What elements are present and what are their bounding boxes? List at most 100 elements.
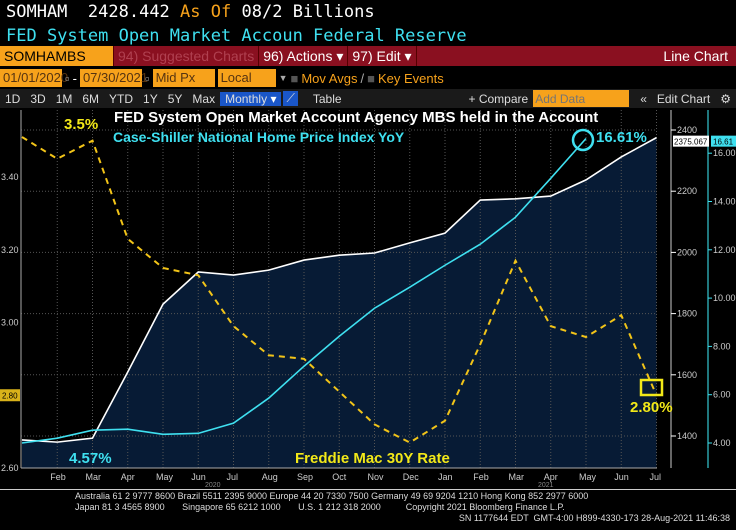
x-tick-label: Aug <box>262 472 278 482</box>
mov-avgs-label: Mov Avgs <box>301 70 358 86</box>
x-tick-label: Mar <box>86 472 102 482</box>
edit-chart-button[interactable]: Edit Chart <box>656 91 711 106</box>
as-of-label: As Of <box>180 2 232 22</box>
mov-avgs-checkbox[interactable]: ■ <box>290 70 299 86</box>
x-tick-label: Oct <box>332 472 347 482</box>
units: Billions <box>292 2 375 22</box>
period-1y[interactable]: 1Y <box>143 91 158 106</box>
frequency-select[interactable]: Monthly ▾ <box>220 91 282 106</box>
year-label: 2020 <box>205 482 221 488</box>
edit-menu[interactable]: 97) Edit ▾ <box>348 46 417 66</box>
annotation-rate-end: 2.80% <box>630 399 673 416</box>
x-tick-label: Jul <box>227 472 239 482</box>
series-title-hpi: Case-Shiller National Home Price Index Y… <box>113 129 405 145</box>
key-events-checkbox[interactable]: ■ <box>367 70 375 86</box>
edit-label: 97) Edit <box>352 48 401 64</box>
right-tick-label: 16.00 <box>713 148 736 158</box>
middle-last-tag <box>673 135 709 147</box>
highlight-box <box>639 378 664 397</box>
x-tick-label: Nov <box>368 472 385 482</box>
middle-last-value: 2375.067 <box>674 138 708 147</box>
left-tick-label: 3.00 <box>1 318 19 328</box>
series-title-mbs: FED System Open Market Account Agency MB… <box>114 109 599 126</box>
command-bar: SOMHAMBS Index 94) Suggested Charts 96) … <box>0 46 736 84</box>
x-tick-label: Jan <box>438 472 453 482</box>
footer-copyright: Japan 81 3 4565 8900 Singapore 65 6212 1… <box>75 502 565 512</box>
period-ytd[interactable]: YTD <box>109 91 134 106</box>
compare-button[interactable]: + Compare <box>468 91 529 106</box>
left-tick-label: 3.40 <box>1 172 19 182</box>
footer-session: SN 1177644 EDT GMT-4:00 H899-4330-173 28… <box>458 513 730 523</box>
calendar-icon[interactable]: ▫ <box>65 70 70 86</box>
series-title-rate: Freddie Mac 30Y Rate <box>295 450 450 467</box>
key-events-label: Key Events <box>377 70 444 86</box>
frequency-label: Monthly <box>225 91 268 106</box>
annotation-hpi-end: 16.61% <box>596 129 647 146</box>
right-last-value: 16.61 <box>713 138 734 147</box>
middle-tick-label: 2000 <box>677 247 697 257</box>
right-tick-label: 6.00 <box>713 390 731 400</box>
footer-contacts: Australia 61 2 9777 8600 Brazil 5511 239… <box>75 491 589 501</box>
x-tick-label: May <box>156 472 174 482</box>
suggested-charts-button[interactable]: 94) Suggested Charts <box>114 46 260 66</box>
year-label: 2021 <box>538 482 554 488</box>
chart-toolbar: 1D 3D 1M 6M YTD 1Y 5Y Max Monthly ▾ ⟋ Table + C… <box>0 89 736 108</box>
table-button[interactable]: Table <box>312 91 342 106</box>
security-description: FED System Open Market Accoun Federal Re… <box>6 26 467 46</box>
x-tick-label: Apr <box>121 472 135 482</box>
period-1d[interactable]: 1D <box>5 91 21 106</box>
annotation-rate-start: 3.5% <box>64 116 99 133</box>
period-6m[interactable]: 6M <box>82 91 100 106</box>
settings-bar: 01/01/2020 ▫ - 07/30/2021 ▫ Mid Px Local … <box>0 68 444 103</box>
price-select[interactable]: Mid Px <box>152 69 215 87</box>
left-last-tag <box>0 389 20 402</box>
actions-label: 96) Actions <box>263 48 333 64</box>
period-5y[interactable]: 5Y <box>167 91 183 106</box>
right-last-tag <box>711 135 736 147</box>
right-tick-label: 10.00 <box>713 293 736 303</box>
end-date-input[interactable]: 07/30/2021 <box>79 69 148 87</box>
period-buttons: 1D 3D 1M 6M YTD 1Y 5Y Max <box>0 92 220 106</box>
highlight-circle <box>571 128 595 152</box>
annotation-hpi-start: 4.57% <box>69 450 112 467</box>
gear-icon[interactable]: ⚙ <box>720 91 731 106</box>
collapse-icon[interactable]: « <box>640 91 647 106</box>
start-date-input[interactable]: 01/01/2020 <box>0 69 68 87</box>
left-last-value: 2.80 <box>2 391 18 400</box>
middle-tick-label: 1800 <box>677 309 697 319</box>
right-tick-label: 14.00 <box>713 197 736 207</box>
x-tick-label: Dec <box>403 472 420 482</box>
as-of-date: 08/2 <box>241 2 283 22</box>
x-tick-label: Feb <box>473 472 489 482</box>
x-tick-label: Apr <box>544 472 558 482</box>
add-data-input[interactable] <box>533 90 630 107</box>
security-header: SOMHAM 2428.442 As Of 08/2 Billions <box>6 2 375 22</box>
left-tick-label: 3.20 <box>1 245 19 255</box>
chevron-down-icon[interactable]: ▼ <box>278 73 288 83</box>
right-tick-label: 12.00 <box>713 245 736 255</box>
period-3d[interactable]: 3D <box>30 91 46 106</box>
period-1m[interactable]: 1M <box>55 91 73 106</box>
pencil-icon[interactable]: / <box>360 70 365 86</box>
security-input[interactable]: SOMHAMBS Index <box>0 46 114 84</box>
actions-menu[interactable]: 96) Actions ▾ <box>259 46 349 66</box>
x-tick-label: Jun <box>614 472 629 482</box>
chart-type-label: Line Chart <box>663 48 728 64</box>
middle-tick-label: 2200 <box>677 186 697 196</box>
divider <box>0 489 736 490</box>
x-tick-label: Mar <box>509 472 525 482</box>
middle-tick-label: 1600 <box>677 370 697 380</box>
currency-select[interactable]: Local CCY <box>217 69 276 103</box>
left-tick-label: 2.60 <box>1 463 19 473</box>
chart[interactable]: 2.60 3.00 3.20 3.40 1400 1600 1800 2000 2200 2400… <box>0 108 736 488</box>
middle-tick-label: 2400 <box>677 125 697 135</box>
ticker: SOMHAM <box>6 2 68 22</box>
calendar-icon[interactable]: ▫ <box>144 70 150 86</box>
middle-tick-label: 1400 <box>677 431 697 441</box>
right-tick-label: 8.00 <box>713 341 731 351</box>
x-tick-label: Jul <box>650 472 662 482</box>
line-chart-icon[interactable]: ⟋ <box>283 91 298 106</box>
period-max[interactable]: Max <box>192 91 216 106</box>
x-tick-label: May <box>579 472 597 482</box>
date-separator: - <box>72 70 77 86</box>
